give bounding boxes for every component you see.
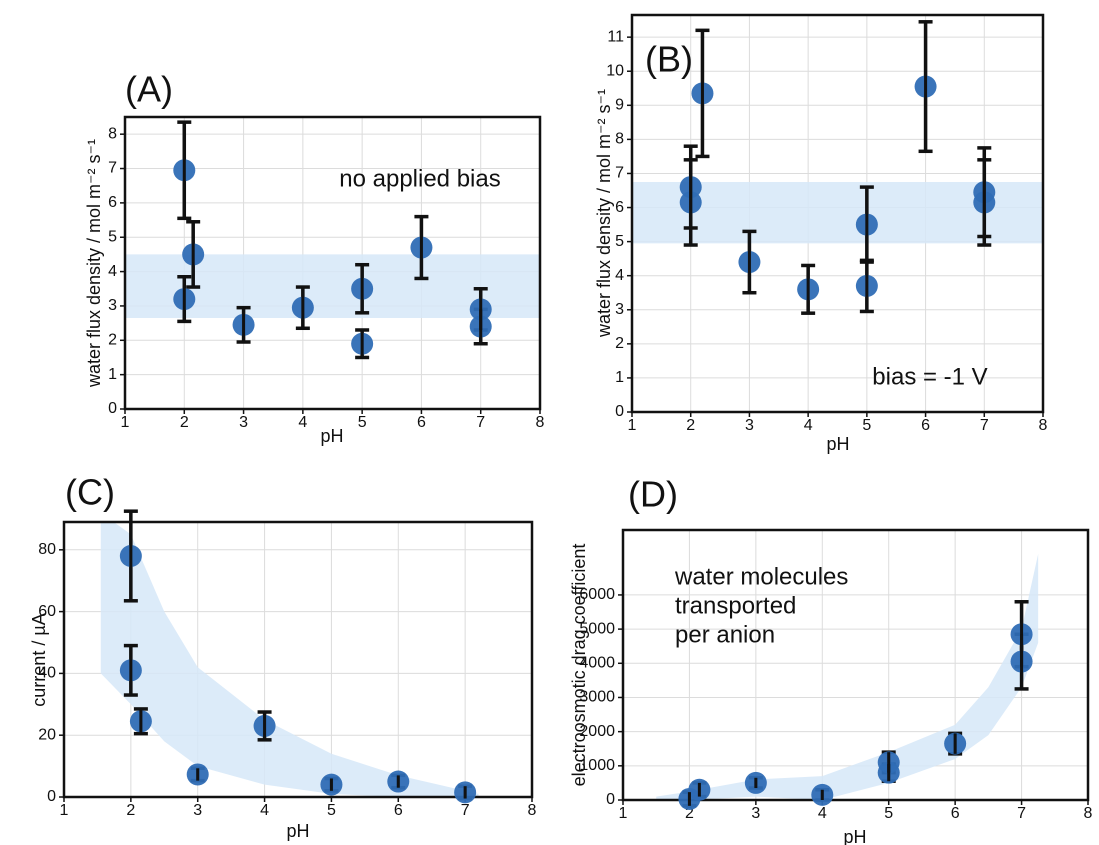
y-tick-label: 2 [615,335,624,352]
x-tick-label: 8 [1039,417,1048,434]
y-tick-label: 60 [38,603,56,620]
range-band [632,181,1043,244]
y-axis-label: current / µA [29,613,49,706]
y-tick-label: 3000 [579,689,615,706]
panel: 1 2 3 4 5 6 7 8 0 1000 2000 3000 4000 5000 6000 pH elect… [569,474,1093,845]
x-tick-label: 3 [193,802,202,819]
x-tick-label: 1 [619,805,628,822]
annotation: per anion [675,621,775,648]
range-band [100,522,479,797]
y-tick-label: 5000 [579,620,615,637]
x-tick-label: 3 [745,417,754,434]
x-tick-label: 8 [536,414,545,431]
x-tick-label: 6 [921,417,930,434]
x-tick-label: 5 [327,802,336,819]
panel-label: (D) [628,474,678,515]
y-tick-label: 1 [615,369,624,386]
y-tick-label: 0 [108,400,117,417]
x-axis-label: pH [843,827,866,845]
y-tick-label: 4 [108,263,117,280]
x-tick-label: 5 [358,414,367,431]
x-tick-label: 6 [951,805,960,822]
y-tick-label: 8 [615,131,624,148]
y-tick-label: 1000 [579,757,615,774]
x-tick-label: 7 [461,802,470,819]
y-axis-label: electroosmotic drag coefficient [569,544,589,787]
y-tick-label: 9 [615,97,624,114]
y-tick-label: 4 [615,267,624,284]
y-tick-label: 11 [607,28,624,45]
x-tick-label: 2 [126,802,135,819]
x-tick-label: 3 [751,805,760,822]
panel-label: (C) [65,472,115,513]
y-tick-label: 7 [615,165,624,182]
panel-label: (B) [645,39,693,80]
x-tick-label: 7 [1017,805,1026,822]
x-tick-label: 2 [685,805,694,822]
x-tick-label: 1 [628,417,637,434]
annotation: no applied bias [339,165,500,192]
y-tick-label: 0 [47,788,56,805]
x-tick-label: 4 [818,805,827,822]
plot-frame [62,520,534,799]
range-band [656,553,1039,800]
y-tick-label: 10 [606,62,624,79]
x-tick-label: 8 [1084,805,1093,822]
x-axis-label: pH [286,821,309,841]
annotation: bias = -1 V [872,363,987,390]
x-tick-label: 7 [476,414,485,431]
plot-frame [621,528,1090,802]
annotation: transported [675,592,796,619]
panel-label: (A) [125,69,173,110]
y-tick-label: 4000 [579,655,615,672]
range-band [125,254,540,318]
x-tick-label: 2 [180,414,189,431]
y-axis-label: water flux density / mol m⁻² s⁻¹ [84,139,104,388]
x-tick-label: 2 [686,417,695,434]
y-axis-label: water flux density / mol m⁻² s⁻¹ [594,89,614,338]
x-tick-label: 4 [804,417,813,434]
x-tick-label: 5 [862,417,871,434]
x-axis-label: pH [826,434,849,454]
x-tick-label: 7 [980,417,989,434]
y-tick-label: 5 [108,228,117,245]
y-tick-label: 6000 [579,586,615,603]
y-tick-label: 8 [108,125,117,142]
y-tick-label: 3 [108,297,117,314]
plot-frame [123,115,542,411]
x-tick-label: 3 [239,414,248,431]
x-tick-label: 6 [417,414,426,431]
x-tick-label: 4 [260,802,269,819]
annotation: water molecules [674,563,848,590]
x-tick-label: 8 [528,802,537,819]
y-tick-label: 3 [615,301,624,318]
y-tick-label: 0 [606,791,615,808]
y-tick-label: 6 [108,194,117,211]
y-tick-label: 6 [615,199,624,216]
x-tick-label: 6 [394,802,403,819]
y-tick-label: 5 [615,233,624,250]
y-tick-label: 1 [108,366,117,383]
y-tick-label: 0 [615,403,624,420]
y-tick-label: 40 [38,665,56,682]
plot-frame [630,13,1045,414]
y-tick-label: 80 [38,541,56,558]
y-tick-label: 2 [108,332,117,349]
x-tick-label: 1 [60,802,69,819]
y-tick-label: 2000 [579,723,615,740]
x-tick-label: 1 [121,414,130,431]
y-tick-label: 20 [38,726,56,743]
y-tick-label: 7 [108,160,117,177]
x-tick-label: 5 [884,805,893,822]
x-axis-label: pH [320,426,343,446]
x-tick-label: 4 [298,414,307,431]
